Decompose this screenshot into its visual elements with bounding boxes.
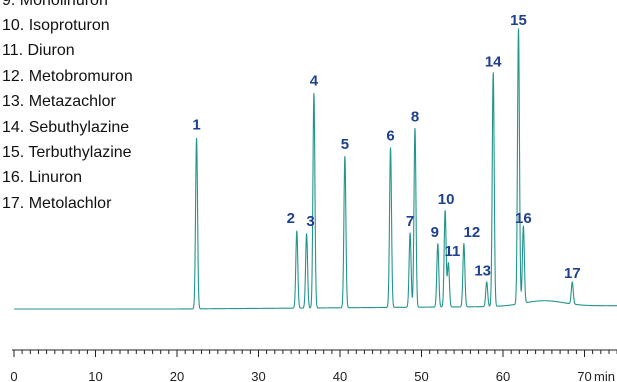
x-tick-label-10: 10 (88, 369, 102, 382)
peak-label-14: 14 (485, 53, 502, 70)
legend: 9. Monolinuron 10. Isoproturon 11. Diuro… (2, 0, 133, 212)
peak-label-17: 17 (564, 265, 581, 282)
x-tick-label-0: 0 (10, 369, 17, 382)
x-tick-label-50: 50 (414, 369, 428, 382)
chromatogram-trace (13, 28, 617, 310)
legend-item-12: 12. Metobromuron (2, 68, 133, 85)
legend-item-15: 15. Terbuthylazine (2, 144, 132, 161)
peak-label-10: 10 (438, 191, 455, 208)
legend-item-11: 11. Diuron (2, 42, 75, 59)
peak-label-4: 4 (310, 73, 319, 90)
peak-label-7: 7 (406, 213, 414, 230)
legend-item-10: 10. Isoproturon (2, 17, 110, 34)
legend-item-13: 13. Metazachlor (2, 93, 117, 110)
peak-label-13: 13 (474, 262, 491, 279)
x-tick-label-40: 40 (333, 369, 347, 382)
peak-label-9: 9 (431, 224, 439, 241)
peak-label-15: 15 (510, 12, 527, 29)
x-tick-label-70: 70 (577, 369, 591, 382)
peak-label-11: 11 (444, 243, 460, 260)
x-axis-unit-label: min (594, 369, 615, 382)
peak-label-1: 1 (192, 117, 200, 134)
peak-label-5: 5 (341, 136, 349, 153)
legend-item-17: 17. Metolachlor (2, 195, 112, 212)
peak-label-3: 3 (306, 213, 314, 230)
x-axis: min 0 10 20 30 40 50 60 70 (10, 349, 617, 382)
peak-label-6: 6 (386, 128, 394, 145)
x-tick-label-20: 20 (170, 369, 184, 382)
peak-label-16: 16 (515, 210, 532, 227)
x-tick-label-60: 60 (496, 369, 510, 382)
legend-item-9: 9. Monolinuron (2, 0, 108, 9)
peak-label-12: 12 (464, 224, 481, 241)
x-tick-label-30: 30 (251, 369, 265, 382)
peak-label-2: 2 (287, 210, 295, 227)
legend-item-14: 14. Sebuthylazine (2, 119, 129, 136)
peak-label-8: 8 (411, 108, 419, 125)
legend-item-16: 16. Linuron (2, 169, 82, 186)
